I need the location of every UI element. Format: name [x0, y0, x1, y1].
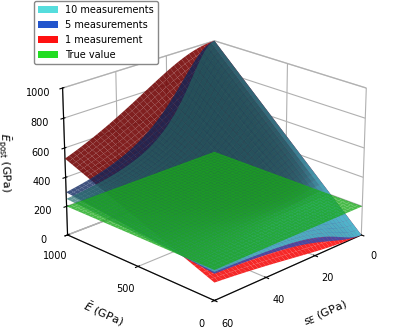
X-axis label: $s_E$ (GPa): $s_E$ (GPa) [302, 298, 349, 329]
Y-axis label: $\bar{E}$ (GPa): $\bar{E}$ (GPa) [81, 298, 126, 329]
Legend: 10 measurements, 5 measurements, 1 measurement, True value: 10 measurements, 5 measurements, 1 measu… [34, 1, 158, 64]
